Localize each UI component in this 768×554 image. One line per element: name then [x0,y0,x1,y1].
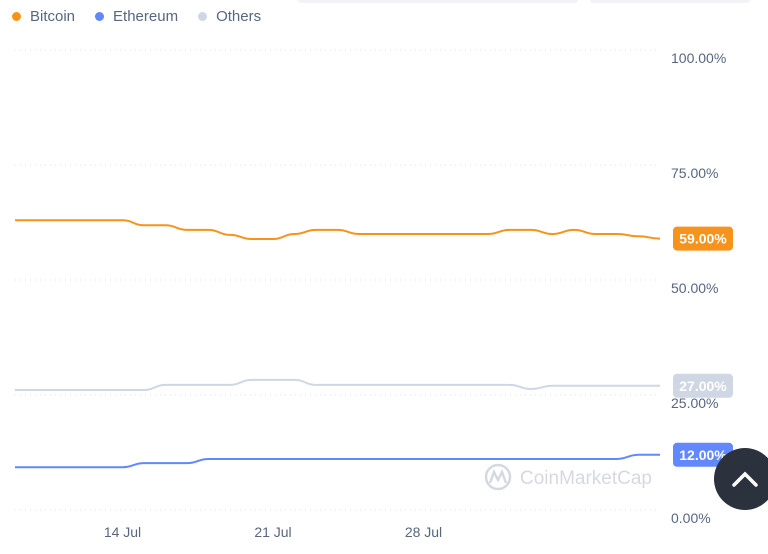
legend-item-ethereum[interactable]: Ethereum [95,8,178,25]
last-value-label: 12.00% [679,447,727,463]
x-tick-label: 21 Jul [254,524,291,540]
chevron-up-icon [732,471,758,487]
last-value-badge [673,226,733,251]
legend-item-bitcoin[interactable]: Bitcoin [12,8,75,25]
legend-label: Bitcoin [30,8,76,25]
legend-label: Ethereum [113,8,179,25]
series-line-others [15,378,660,391]
last-value-badge [673,442,733,467]
legend-dot [198,12,208,21]
legend-dot [95,12,105,21]
y-tick-label: 50.00% [671,280,718,296]
series-line-ethereum [14,453,660,469]
scroll-top-button[interactable] [714,448,768,510]
y-tick-label: 75.00% [671,165,718,181]
top-control-2 [590,0,750,3]
y-tick-label: 25.00% [671,395,718,411]
last-value-label: 59.00% [679,231,727,247]
x-tick-label: 14 Jul [104,524,141,540]
coinmarketcap-watermark: CoinMarketCap [484,463,652,491]
legend-item-others[interactable]: Others [198,8,261,25]
top-control-1 [298,0,578,3]
x-tick-label: 28 Jul [405,524,442,540]
last-value-badge [673,373,733,398]
y-tick-label: 100.00% [671,50,726,66]
legend: Bitcoin Ethereum Others [12,8,261,25]
legend-dot [12,12,21,21]
last-value-label: 27.00% [679,378,727,394]
series-line-bitcoin [14,219,661,241]
y-tick-label: 0.00% [671,510,711,526]
legend-label: Others [216,8,262,25]
watermark-text: CoinMarketCap [520,468,652,489]
